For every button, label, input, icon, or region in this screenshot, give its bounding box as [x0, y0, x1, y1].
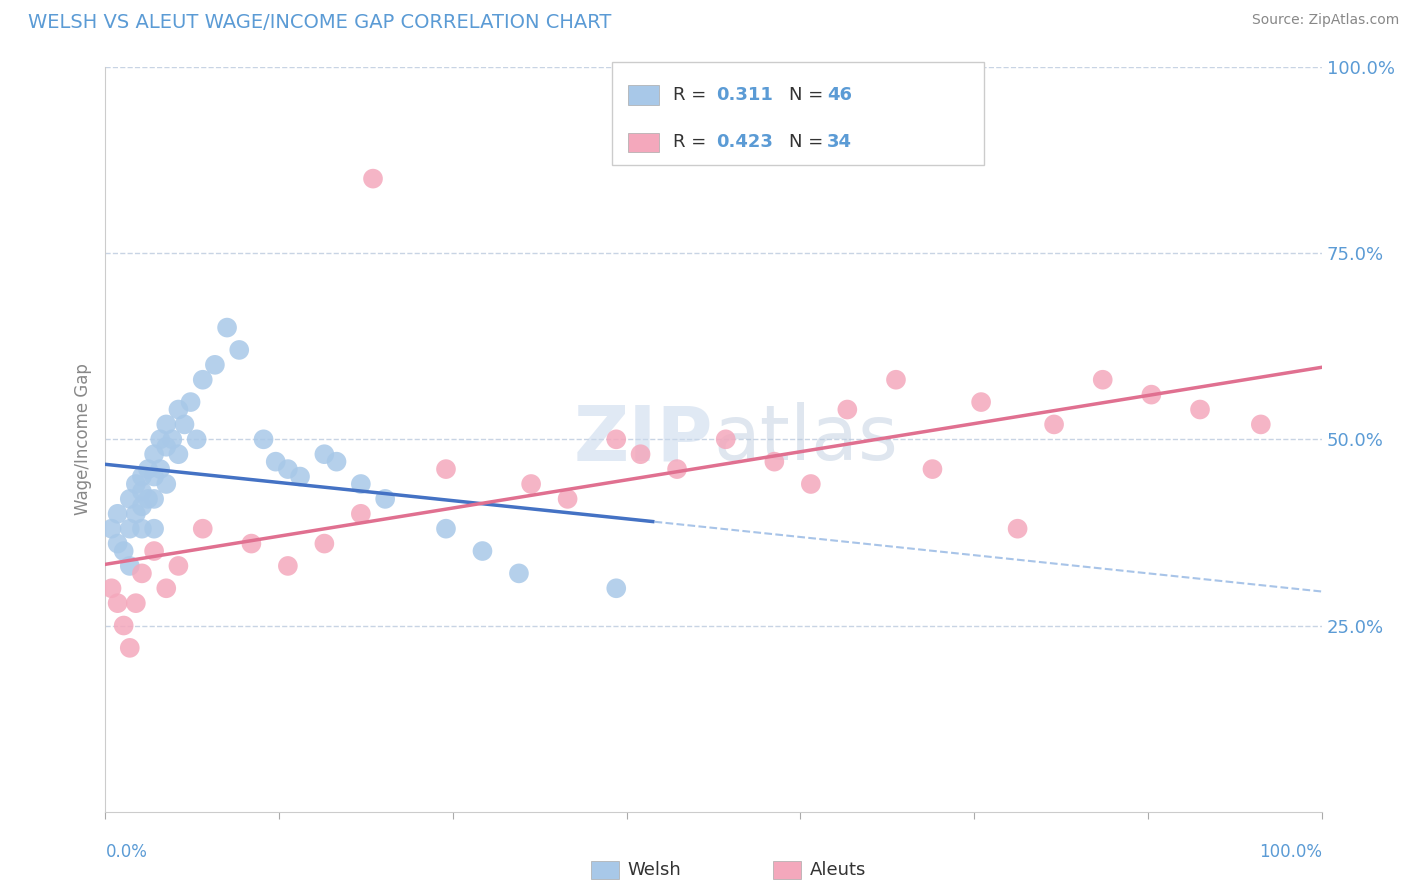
Point: [149, 433, 172, 447]
Point: [136, 491, 159, 506]
Point: [125, 507, 148, 521]
Point: [666, 462, 689, 476]
Point: [186, 433, 208, 447]
Point: [921, 462, 943, 476]
Point: [288, 469, 311, 483]
Point: [143, 447, 166, 461]
Text: WELSH VS ALEUT WAGE/INCOME GAP CORRELATION CHART: WELSH VS ALEUT WAGE/INCOME GAP CORRELATI…: [28, 13, 612, 32]
Text: ZIP: ZIP: [574, 402, 713, 476]
Point: [264, 455, 287, 469]
Point: [228, 343, 250, 357]
Point: [112, 544, 135, 558]
Point: [630, 447, 652, 461]
Point: [107, 536, 129, 550]
Point: [884, 373, 907, 387]
Point: [1189, 402, 1212, 417]
Text: R =: R =: [673, 134, 713, 152]
Point: [240, 536, 263, 550]
Point: [143, 469, 166, 483]
Text: N =: N =: [789, 87, 828, 104]
Y-axis label: Wage/Income Gap: Wage/Income Gap: [75, 363, 93, 516]
Point: [434, 462, 457, 476]
Point: [167, 402, 190, 417]
Point: [125, 477, 148, 491]
Point: [180, 395, 202, 409]
Text: 0.0%: 0.0%: [105, 843, 148, 861]
Point: [118, 640, 141, 655]
Point: [107, 596, 129, 610]
Point: [167, 447, 190, 461]
Point: [112, 618, 135, 632]
Point: [136, 462, 159, 476]
Point: [1007, 522, 1029, 536]
Text: N =: N =: [789, 134, 828, 152]
Text: Source: ZipAtlas.com: Source: ZipAtlas.com: [1251, 13, 1399, 28]
Point: [155, 417, 177, 432]
Point: [1140, 387, 1163, 401]
Point: [204, 358, 226, 372]
Point: [173, 417, 195, 432]
Point: [837, 402, 859, 417]
Point: [100, 582, 122, 596]
Point: [107, 507, 129, 521]
Point: [314, 447, 336, 461]
Point: [763, 455, 786, 469]
Point: [155, 582, 177, 596]
Point: [155, 477, 177, 491]
Point: [350, 507, 373, 521]
Point: [131, 500, 153, 514]
Point: [131, 522, 153, 536]
Point: [1250, 417, 1272, 432]
Point: [970, 395, 993, 409]
Text: 46: 46: [827, 87, 852, 104]
Point: [434, 522, 457, 536]
Point: [162, 433, 184, 447]
Point: [143, 544, 166, 558]
Point: [118, 522, 141, 536]
Point: [800, 477, 823, 491]
Point: [252, 433, 274, 447]
Point: [1043, 417, 1066, 432]
Point: [131, 469, 153, 483]
Point: [131, 566, 153, 581]
Point: [143, 491, 166, 506]
Point: [167, 558, 190, 573]
Point: [143, 522, 166, 536]
Point: [605, 433, 627, 447]
Point: [361, 171, 384, 186]
Point: [277, 462, 299, 476]
Point: [714, 433, 737, 447]
Text: 100.0%: 100.0%: [1258, 843, 1322, 861]
Point: [155, 440, 177, 454]
Point: [149, 462, 172, 476]
Point: [605, 582, 627, 596]
Point: [374, 491, 396, 506]
Point: [217, 320, 239, 334]
Point: [557, 491, 579, 506]
Point: [191, 522, 214, 536]
Point: [314, 536, 336, 550]
Text: Aleuts: Aleuts: [810, 861, 866, 879]
Point: [1091, 373, 1114, 387]
Point: [100, 522, 122, 536]
Text: 34: 34: [827, 134, 852, 152]
Point: [191, 373, 214, 387]
Point: [508, 566, 530, 581]
Text: 0.423: 0.423: [716, 134, 772, 152]
Point: [131, 484, 153, 499]
Text: atlas: atlas: [713, 402, 898, 476]
Point: [471, 544, 494, 558]
Text: R =: R =: [673, 87, 713, 104]
Text: Welsh: Welsh: [627, 861, 681, 879]
Point: [118, 558, 141, 573]
Text: 0.311: 0.311: [716, 87, 772, 104]
Point: [118, 491, 141, 506]
Point: [350, 477, 373, 491]
Point: [277, 558, 299, 573]
Point: [125, 596, 148, 610]
Point: [520, 477, 543, 491]
Point: [325, 455, 347, 469]
